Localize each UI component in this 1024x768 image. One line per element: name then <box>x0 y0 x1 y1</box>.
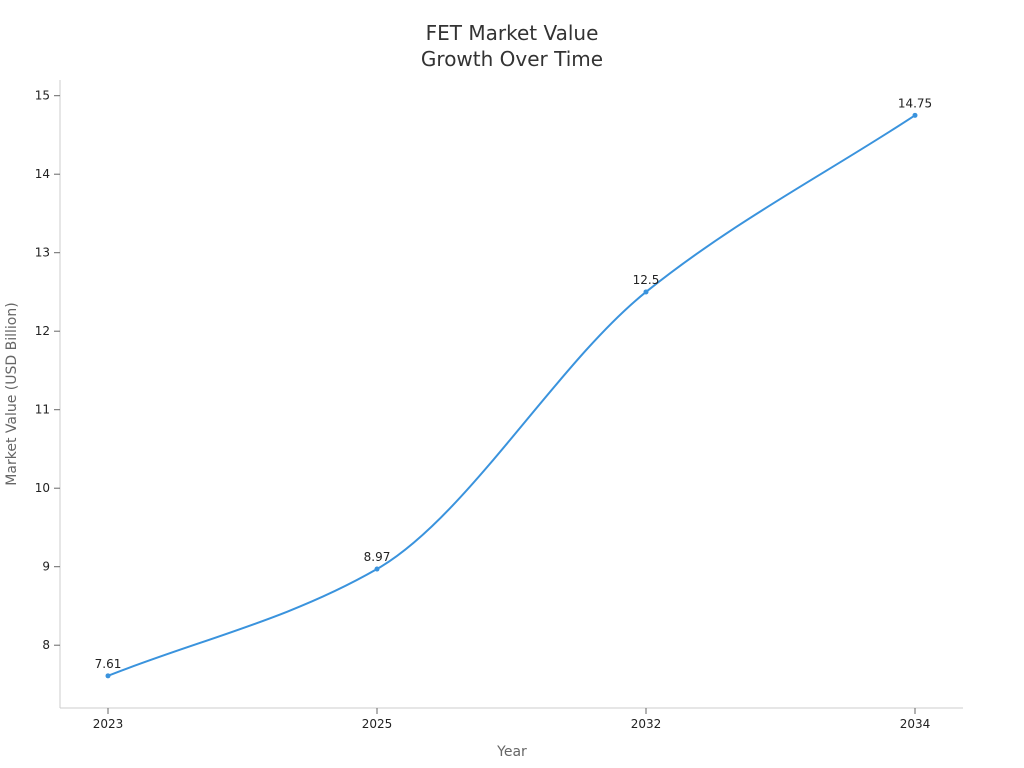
y-tick-label: 15 <box>35 89 50 103</box>
data-point <box>643 289 649 295</box>
y-tick-label: 12 <box>35 324 50 338</box>
x-tick-label: 2023 <box>93 717 124 731</box>
y-tick-label: 9 <box>42 560 50 574</box>
x-axis-label: Year <box>496 744 527 760</box>
data-point <box>912 112 918 118</box>
chart-title: FET Market Value Growth Over Time <box>421 21 603 71</box>
series-market-value: 7.61 8.97 12.5 14.75 <box>95 96 932 679</box>
y-tick-label: 14 <box>35 167 50 181</box>
y-axis-label: Market Value (USD Billion) <box>4 302 20 485</box>
chart-title-line-1: FET Market Value <box>426 21 599 45</box>
y-tick-label: 13 <box>35 246 50 260</box>
data-label: 8.97 <box>364 550 391 564</box>
data-label: 12.5 <box>633 273 660 287</box>
data-label: 7.61 <box>95 657 122 671</box>
y-tick-label: 8 <box>42 638 50 652</box>
series-line <box>107 114 916 677</box>
x-tick-label: 2034 <box>900 717 931 731</box>
x-axis-ticks: 2023 2025 2032 2034 <box>93 708 931 731</box>
chart-title-line-2: Growth Over Time <box>421 47 603 71</box>
data-point <box>374 566 380 572</box>
x-tick-label: 2025 <box>362 717 393 731</box>
y-tick-label: 10 <box>35 481 50 495</box>
data-point <box>105 673 111 679</box>
y-tick-label: 11 <box>35 403 50 417</box>
x-tick-label: 2032 <box>631 717 662 731</box>
y-axis-ticks: 8 9 10 11 12 13 14 15 <box>35 89 60 652</box>
data-label: 14.75 <box>898 96 932 110</box>
